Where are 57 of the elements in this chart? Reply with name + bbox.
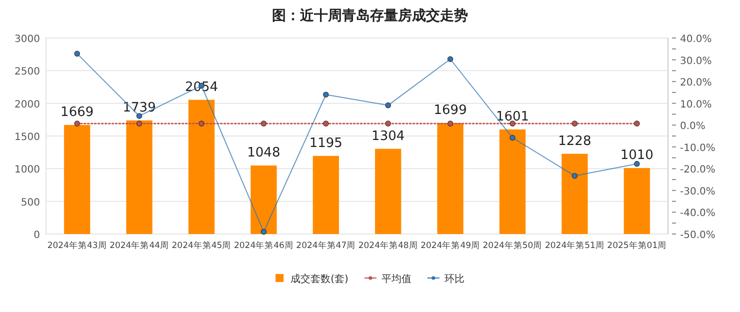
y-tick-label: 2500 xyxy=(14,66,40,78)
y-tick-label: 1000 xyxy=(14,164,40,176)
bar xyxy=(250,166,277,234)
point xyxy=(634,160,640,167)
x-tick-label: 2024年第49周 xyxy=(420,240,480,251)
y-tick-label: 500 xyxy=(20,197,40,208)
y-tick-label: 0 xyxy=(34,230,40,241)
bar xyxy=(312,156,339,234)
y2-tick-label: -10.0% xyxy=(680,142,716,154)
data-label: 1699 xyxy=(434,103,467,118)
data-label: 1601 xyxy=(496,109,530,124)
point xyxy=(447,56,454,62)
data-label: 1228 xyxy=(558,134,592,149)
x-tick-label: 2024年第48周 xyxy=(358,240,418,251)
y2-tick-label: 20.0% xyxy=(680,78,712,89)
data-label: 1304 xyxy=(372,128,405,144)
legend-label: 成交套数(套) xyxy=(290,273,348,285)
bar xyxy=(499,129,526,234)
bar xyxy=(126,120,152,234)
y2-tick-label: -30.0% xyxy=(680,186,716,198)
point xyxy=(323,92,329,98)
x-tick-label: 2025年第01周 xyxy=(607,240,667,251)
bar xyxy=(437,123,464,234)
y2-tick-label: 0.0% xyxy=(680,121,706,132)
x-tick-label: 2024年第46周 xyxy=(234,240,294,251)
y2-tick-label: 10.0% xyxy=(680,99,712,110)
point xyxy=(510,134,516,141)
point xyxy=(385,102,391,108)
bar xyxy=(188,100,215,234)
x-tick-label: 2024年第50周 xyxy=(482,240,542,251)
bar xyxy=(624,168,650,234)
bar xyxy=(562,154,588,234)
y2-tick-label: 30.0% xyxy=(680,56,712,67)
bar xyxy=(64,124,90,234)
data-label: 1010 xyxy=(620,148,654,164)
x-tick-label: 2024年第47周 xyxy=(296,240,356,251)
chart-title: 图：近十周青岛存量房成交走势 xyxy=(272,7,468,24)
point xyxy=(260,228,267,235)
x-tick-label: 2024年第51周 xyxy=(544,240,604,251)
y-tick-label: 3000 xyxy=(14,34,40,45)
data-label: 1195 xyxy=(309,136,342,151)
point xyxy=(74,50,80,57)
data-label: 1669 xyxy=(60,104,94,120)
x-tick-label: 2024年第45周 xyxy=(172,240,232,251)
y2-tick-label: -50.0% xyxy=(680,230,716,241)
data-label: 1048 xyxy=(247,146,280,161)
legend-label: 平均值 xyxy=(381,273,412,285)
bar xyxy=(375,148,402,234)
y2-tick-label: -40.0% xyxy=(680,208,716,220)
y2-tick-label: -20.0% xyxy=(680,164,716,176)
y-tick-label: 2000 xyxy=(14,99,40,110)
point xyxy=(572,172,578,179)
x-tick-label: 2024年第43周 xyxy=(47,240,107,251)
y-tick-label: 1500 xyxy=(14,132,40,143)
x-tick-label: 2024年第44周 xyxy=(110,240,170,251)
legend-label: 环比 xyxy=(444,273,464,285)
y2-tick-label: 40.0% xyxy=(680,34,712,45)
